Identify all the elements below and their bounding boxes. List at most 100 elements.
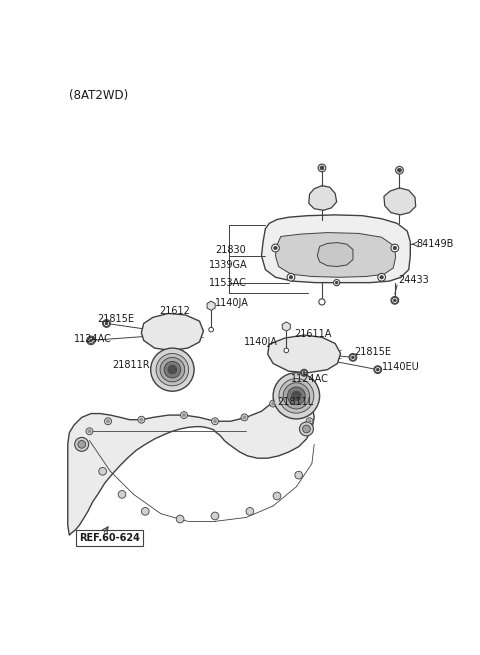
- Circle shape: [168, 365, 177, 374]
- Circle shape: [376, 368, 379, 371]
- Circle shape: [394, 299, 396, 302]
- Circle shape: [391, 297, 399, 304]
- Circle shape: [142, 508, 149, 515]
- Circle shape: [140, 418, 143, 421]
- Circle shape: [180, 411, 188, 419]
- Circle shape: [351, 356, 354, 359]
- Circle shape: [272, 244, 279, 252]
- Circle shape: [289, 276, 293, 279]
- Text: 21811L: 21811L: [277, 397, 313, 407]
- Circle shape: [300, 422, 313, 436]
- Polygon shape: [142, 314, 204, 350]
- Circle shape: [391, 244, 399, 252]
- Circle shape: [272, 402, 275, 405]
- Polygon shape: [384, 188, 416, 215]
- Circle shape: [393, 246, 396, 250]
- Circle shape: [380, 276, 384, 279]
- Circle shape: [78, 441, 85, 448]
- Circle shape: [156, 354, 189, 386]
- Text: 1140JA: 1140JA: [244, 337, 278, 347]
- Circle shape: [270, 400, 276, 407]
- Circle shape: [320, 166, 324, 170]
- Text: 24433: 24433: [399, 275, 430, 286]
- Circle shape: [292, 391, 301, 400]
- Circle shape: [87, 336, 95, 345]
- Text: 21830: 21830: [215, 244, 246, 255]
- Circle shape: [293, 392, 300, 400]
- Circle shape: [318, 164, 326, 172]
- Text: 21815E: 21815E: [97, 314, 134, 324]
- Circle shape: [75, 438, 89, 451]
- Circle shape: [279, 379, 314, 413]
- Circle shape: [284, 348, 288, 353]
- Circle shape: [164, 362, 180, 378]
- Circle shape: [99, 468, 107, 475]
- Polygon shape: [317, 242, 353, 267]
- Circle shape: [246, 508, 254, 515]
- Text: 21611A: 21611A: [294, 329, 331, 339]
- Circle shape: [291, 393, 294, 396]
- Circle shape: [88, 337, 94, 343]
- Circle shape: [392, 297, 398, 303]
- Text: (8AT2WD): (8AT2WD): [69, 89, 129, 102]
- Circle shape: [303, 371, 305, 374]
- Polygon shape: [262, 215, 410, 283]
- Circle shape: [287, 273, 295, 281]
- Circle shape: [301, 370, 307, 375]
- Circle shape: [90, 339, 92, 342]
- Circle shape: [375, 367, 381, 373]
- Polygon shape: [268, 335, 340, 373]
- Circle shape: [105, 418, 111, 424]
- Polygon shape: [207, 301, 215, 310]
- Circle shape: [350, 354, 356, 360]
- Polygon shape: [68, 385, 314, 535]
- Circle shape: [107, 420, 109, 422]
- Circle shape: [295, 472, 302, 479]
- Circle shape: [103, 320, 109, 327]
- Circle shape: [88, 430, 91, 433]
- Circle shape: [214, 420, 216, 422]
- Circle shape: [273, 373, 320, 419]
- Circle shape: [288, 387, 305, 405]
- Circle shape: [209, 328, 214, 332]
- Circle shape: [212, 418, 218, 424]
- Circle shape: [349, 354, 357, 361]
- Circle shape: [335, 281, 338, 284]
- Circle shape: [151, 348, 194, 391]
- Circle shape: [378, 273, 385, 281]
- Circle shape: [283, 383, 310, 409]
- Text: 21815E: 21815E: [355, 347, 392, 357]
- Circle shape: [160, 358, 185, 382]
- Text: REF.60-624: REF.60-624: [79, 533, 140, 543]
- Text: 1140EU: 1140EU: [382, 362, 420, 372]
- Text: 1124AC: 1124AC: [291, 374, 329, 384]
- Circle shape: [308, 420, 311, 422]
- Polygon shape: [282, 322, 290, 331]
- Circle shape: [103, 320, 110, 328]
- Circle shape: [105, 322, 108, 325]
- Text: 1339GA: 1339GA: [209, 260, 247, 270]
- Circle shape: [300, 369, 308, 376]
- Polygon shape: [309, 185, 336, 210]
- Circle shape: [169, 366, 176, 373]
- Circle shape: [374, 365, 382, 373]
- Circle shape: [274, 246, 277, 250]
- Circle shape: [396, 166, 403, 174]
- Text: 1153AC: 1153AC: [209, 278, 247, 288]
- Text: 1140JA: 1140JA: [215, 299, 249, 309]
- Circle shape: [289, 391, 296, 398]
- Circle shape: [273, 492, 281, 500]
- Circle shape: [176, 515, 184, 523]
- Circle shape: [319, 299, 325, 305]
- Circle shape: [306, 418, 313, 424]
- Circle shape: [211, 512, 219, 520]
- Circle shape: [397, 168, 401, 172]
- Circle shape: [243, 416, 246, 419]
- Text: 84149B: 84149B: [417, 239, 454, 249]
- Text: 21612: 21612: [159, 306, 190, 316]
- Circle shape: [182, 413, 186, 417]
- Text: 21811R: 21811R: [113, 360, 150, 370]
- Circle shape: [302, 425, 311, 433]
- Text: 1124AC: 1124AC: [74, 334, 112, 344]
- Circle shape: [86, 428, 93, 435]
